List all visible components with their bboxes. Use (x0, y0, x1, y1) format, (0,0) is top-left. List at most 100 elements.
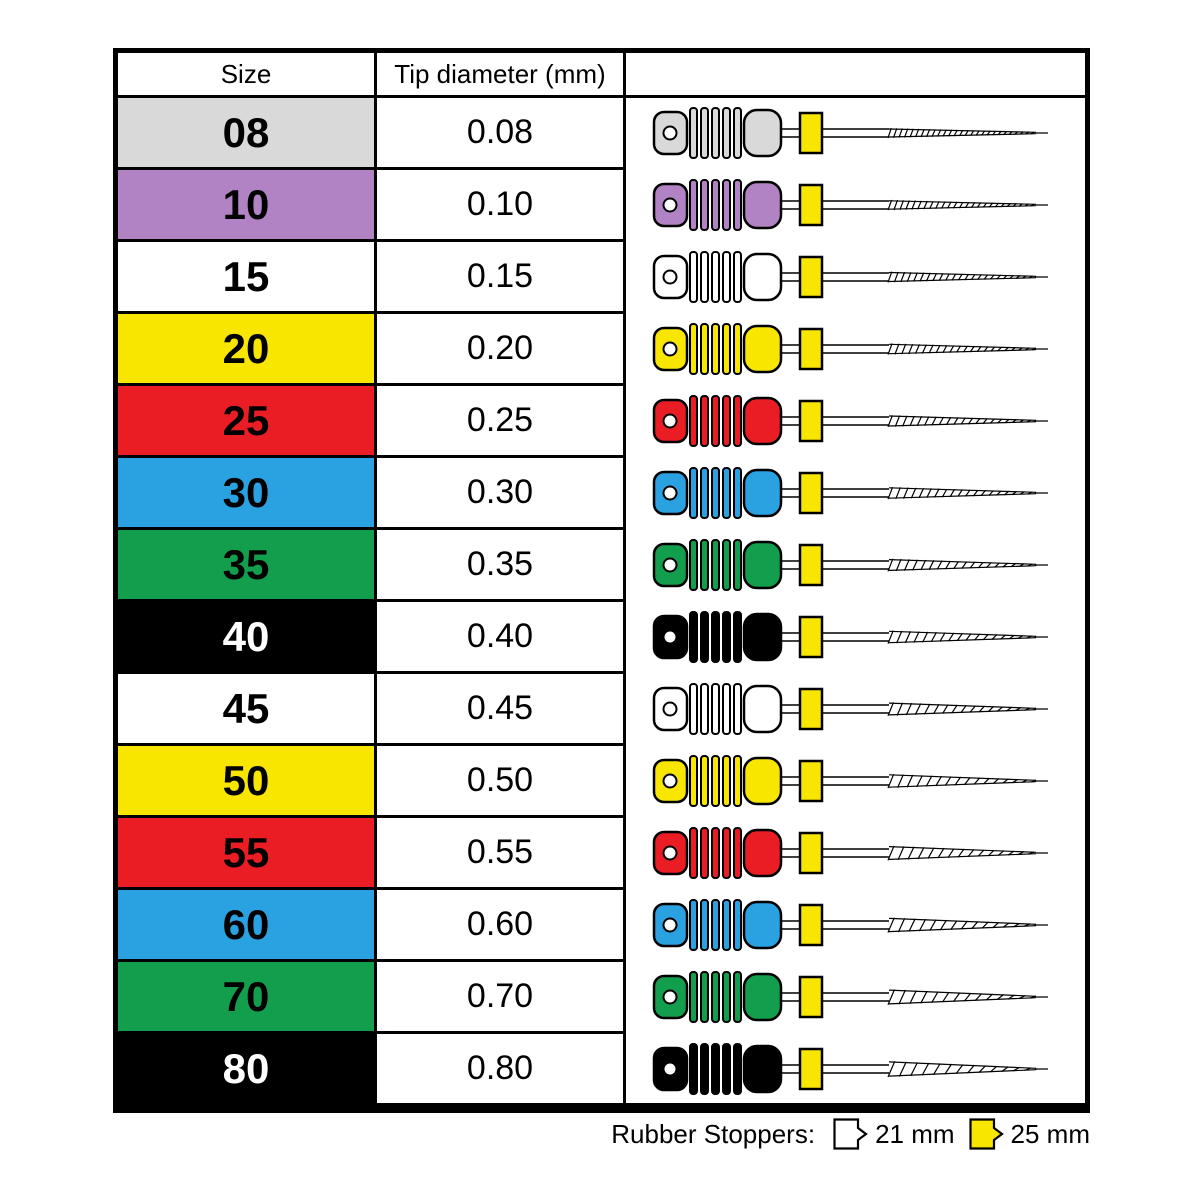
handle-rib (733, 1042, 742, 1095)
size-table: Size Tip diameter (mm) 08 0.08 10 0.10 15 0.1… (118, 53, 1085, 1106)
file-illustration (652, 538, 1048, 591)
rubber-stopper (798, 543, 824, 586)
handle-rib (722, 106, 731, 159)
handle-rib (711, 250, 720, 303)
file-row (628, 961, 1083, 1033)
handle-bulge (742, 828, 783, 877)
file-illustration (652, 178, 1048, 231)
handle-rib (722, 394, 731, 447)
tip-diameter-cell: 0.20 (377, 314, 626, 386)
handle-rib (689, 394, 698, 447)
file-illustration (652, 682, 1048, 735)
file-shaft (778, 199, 889, 210)
legend-label: Rubber Stoppers: (611, 1118, 816, 1149)
file-row (628, 169, 1083, 241)
handle-rib (700, 970, 709, 1023)
file-handle (652, 898, 783, 951)
handle-rib (722, 1042, 731, 1095)
handle-rib (722, 250, 731, 303)
rubber-stopper (798, 183, 824, 226)
rubber-stopper (798, 471, 824, 514)
handle-rib (711, 106, 720, 159)
file-shaft (778, 271, 889, 282)
rubber-stopper (798, 687, 824, 730)
file-spiral (887, 342, 1048, 355)
file-handle (652, 682, 783, 735)
file-row (628, 601, 1083, 673)
file-illustration (652, 826, 1048, 879)
handle-bulge (742, 396, 783, 445)
handle-rib (733, 178, 742, 231)
file-spiral (887, 988, 1048, 1005)
file-row (628, 529, 1083, 601)
file-row (628, 385, 1083, 457)
file-illustration (652, 610, 1048, 663)
handle-rib (733, 466, 742, 519)
file-illustration (652, 250, 1048, 303)
handle-hole (662, 701, 678, 716)
handle-bulge (742, 252, 783, 301)
file-spiral (887, 414, 1048, 427)
rubber-stopper (798, 1047, 824, 1090)
handle-rib (722, 466, 731, 519)
file-illustration (652, 898, 1048, 951)
file-spiral (887, 127, 1048, 138)
file-handle (652, 178, 783, 231)
column-header-size: Size (118, 53, 377, 98)
handle-rib (733, 970, 742, 1023)
tip-diameter-cell: 0.80 (377, 1034, 626, 1106)
handle-rib (700, 322, 709, 375)
tip-diameter-cell: 0.10 (377, 170, 626, 242)
handle-bulge (742, 540, 783, 589)
handle-rib (733, 250, 742, 303)
file-spiral (887, 199, 1048, 210)
size-cell: 35 (118, 530, 377, 602)
handle-bulge (742, 468, 783, 517)
column-header-tip-diameter: Tip diameter (mm) (377, 53, 626, 98)
handle-rib (733, 610, 742, 663)
handle-rib (733, 754, 742, 807)
tip-diameter-cell: 0.35 (377, 530, 626, 602)
file-spiral (887, 629, 1048, 644)
handle-rib (711, 178, 720, 231)
handle-rib (689, 826, 698, 879)
file-handle (652, 754, 783, 807)
handle-rib (689, 682, 698, 735)
file-spiral (887, 845, 1048, 861)
rubber-stopper (798, 975, 824, 1018)
handle-hole (662, 413, 678, 428)
handle-rib (733, 394, 742, 447)
handle-rib (722, 322, 731, 375)
handle-rib (689, 970, 698, 1023)
rubber-stopper (798, 831, 824, 874)
tip-diameter-cell: 0.55 (377, 818, 626, 890)
file-row (628, 241, 1083, 313)
file-handle (652, 466, 783, 519)
file-spiral (887, 1060, 1048, 1077)
handle-rib (711, 970, 720, 1023)
handle-rib (711, 394, 720, 447)
file-spiral (887, 773, 1048, 788)
handle-bulge (742, 1044, 783, 1093)
size-cell: 45 (118, 674, 377, 746)
file-illustrations-column (626, 98, 1085, 1106)
rubber-stopper (798, 327, 824, 370)
handle-hole (662, 917, 678, 932)
file-shaft (778, 487, 889, 498)
handle-bulge (742, 324, 783, 373)
handle-hole (662, 1061, 678, 1076)
handle-hole (662, 485, 678, 500)
file-illustration (652, 1042, 1048, 1095)
handle-rib (711, 754, 720, 807)
handle-rib (700, 898, 709, 951)
handle-rib (689, 538, 698, 591)
file-illustration (652, 394, 1048, 447)
file-shaft (778, 415, 889, 426)
size-cell: 70 (118, 962, 377, 1034)
handle-rib (722, 682, 731, 735)
handle-rib (700, 250, 709, 303)
handle-rib (689, 1042, 698, 1095)
file-row (628, 313, 1083, 385)
handle-rib (700, 466, 709, 519)
file-illustration (652, 970, 1048, 1023)
